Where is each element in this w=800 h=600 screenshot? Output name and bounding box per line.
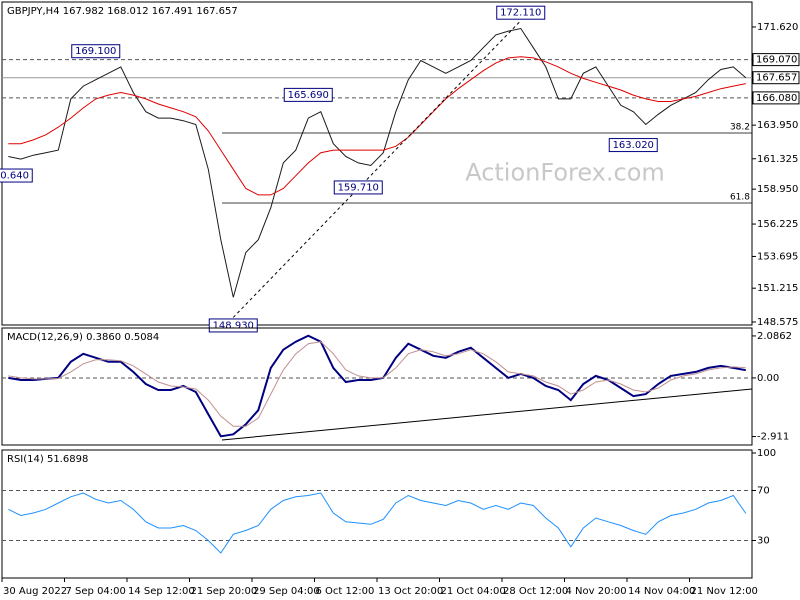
price-tag <box>752 71 800 85</box>
price-tag-label: 169.070 <box>756 55 797 66</box>
y-tick-label: 100 <box>757 448 776 459</box>
y-tick-label: 171.620 <box>757 22 798 33</box>
y-tick-label: 148.575 <box>757 317 798 328</box>
annotation-box <box>333 180 383 195</box>
x-tick-label: 30 Aug 2022 <box>3 586 67 597</box>
x-tick-label: 28 Oct 12:00 <box>503 586 568 597</box>
trend-line <box>232 20 522 318</box>
y-tick-label: 0.00 <box>757 373 779 384</box>
price-tag-label: 167.657 <box>756 73 797 84</box>
annotation-box <box>0 168 33 183</box>
y-tick-label: 70 <box>757 486 770 497</box>
price-tag-label: 166.080 <box>756 93 797 104</box>
x-tick-label: 29 Sep 04:00 <box>253 586 320 597</box>
price-tag <box>752 91 800 105</box>
annotation-label: 172.110 <box>500 8 541 19</box>
y-tick-label: 158.950 <box>757 184 798 195</box>
series-line <box>8 341 746 427</box>
x-tick-label: 14 Sep 12:00 <box>128 586 195 597</box>
x-tick-label: 4 Nov 20:00 <box>566 586 627 597</box>
x-tick-label: 7 Sep 04:00 <box>66 586 126 597</box>
y-tick-label: 2.0862 <box>757 331 792 342</box>
annotation-label: 169.100 <box>75 46 116 57</box>
x-tick-label: 21 Sep 20:00 <box>191 586 258 597</box>
panel-frame <box>1 327 753 446</box>
x-tick-label: 21 Oct 04:00 <box>441 586 506 597</box>
panel-title: RSI(14) 51.6898 <box>7 454 88 465</box>
annotation-box <box>71 44 121 59</box>
series-line <box>8 334 746 438</box>
annotation-label: 148.930 <box>213 320 254 331</box>
x-tick-label: 21 Nov 12:00 <box>691 586 758 597</box>
annotation-label: 160.640 <box>0 171 29 182</box>
panel-title: GBPJPY,H4 167.982 168.012 167.491 167.65… <box>7 6 238 17</box>
annotation-box <box>608 138 658 153</box>
panel-frame <box>1 1 753 326</box>
trend-line <box>221 388 753 441</box>
annotation-label: 165.690 <box>288 90 329 101</box>
y-tick-label: 156.225 <box>757 219 798 230</box>
series-line <box>8 492 747 554</box>
fib-label: 38.2 <box>730 122 750 132</box>
x-tick-label: 14 Nov 04:00 <box>628 586 695 597</box>
y-tick-label: 153.695 <box>757 251 798 262</box>
annotation-label: 159.710 <box>338 182 379 193</box>
series-line <box>8 27 747 298</box>
series-line <box>8 56 746 196</box>
y-tick-label: 30 <box>757 536 770 547</box>
y-tick-label: 151.215 <box>757 283 798 294</box>
x-tick-label: 13 Oct 20:00 <box>378 586 443 597</box>
watermark: ActionForex.com <box>465 159 665 187</box>
x-tick-label: 6 Oct 12:00 <box>316 586 375 597</box>
price-tag <box>752 53 800 67</box>
annotation-box <box>283 87 333 102</box>
y-tick-label: 163.950 <box>757 120 798 131</box>
fib-label: 61.8 <box>730 192 750 202</box>
y-tick-label: 161.325 <box>757 154 798 165</box>
annotation-box <box>496 5 546 20</box>
annotation-label: 163.020 <box>613 140 654 151</box>
annotation-box <box>208 318 258 333</box>
y-tick-label: -2.911 <box>757 432 789 443</box>
panel-title: MACD(12,26,9) 0.3860 0.5084 <box>7 332 159 343</box>
